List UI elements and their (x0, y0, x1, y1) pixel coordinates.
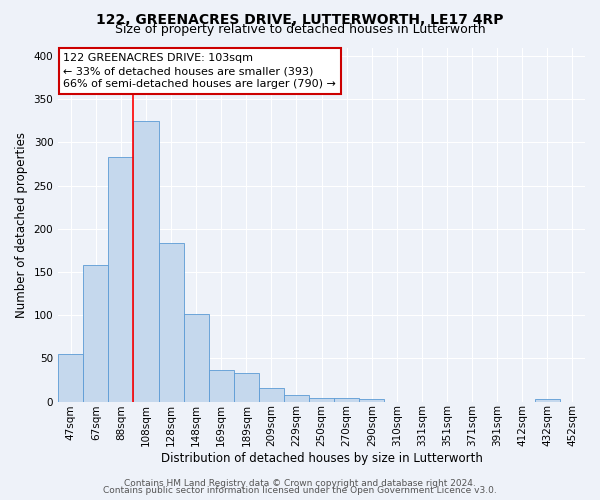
Bar (309, 398, 334, 402)
Bar (259, 388, 284, 402)
X-axis label: Distribution of detached houses by size in Lutterworth: Distribution of detached houses by size … (161, 452, 482, 465)
Bar (284, 396, 309, 402)
Text: 122 GREENACRES DRIVE: 103sqm
← 33% of detached houses are smaller (393)
66% of s: 122 GREENACRES DRIVE: 103sqm ← 33% of de… (64, 53, 337, 89)
Bar (83, 265, 109, 402)
Bar (209, 370, 234, 402)
Bar (234, 373, 259, 402)
Bar (535, 399, 560, 402)
Y-axis label: Number of detached properties: Number of detached properties (15, 132, 28, 318)
Bar (58, 354, 83, 402)
Text: Size of property relative to detached houses in Lutterworth: Size of property relative to detached ho… (115, 22, 485, 36)
Bar (334, 398, 359, 402)
Text: Contains HM Land Registry data © Crown copyright and database right 2024.: Contains HM Land Registry data © Crown c… (124, 478, 476, 488)
Bar (184, 314, 209, 402)
Bar (109, 157, 133, 402)
Text: Contains public sector information licensed under the Open Government Licence v3: Contains public sector information licen… (103, 486, 497, 495)
Bar (158, 242, 184, 402)
Text: 122, GREENACRES DRIVE, LUTTERWORTH, LE17 4RP: 122, GREENACRES DRIVE, LUTTERWORTH, LE17… (96, 12, 504, 26)
Bar (359, 399, 385, 402)
Bar (133, 121, 158, 402)
